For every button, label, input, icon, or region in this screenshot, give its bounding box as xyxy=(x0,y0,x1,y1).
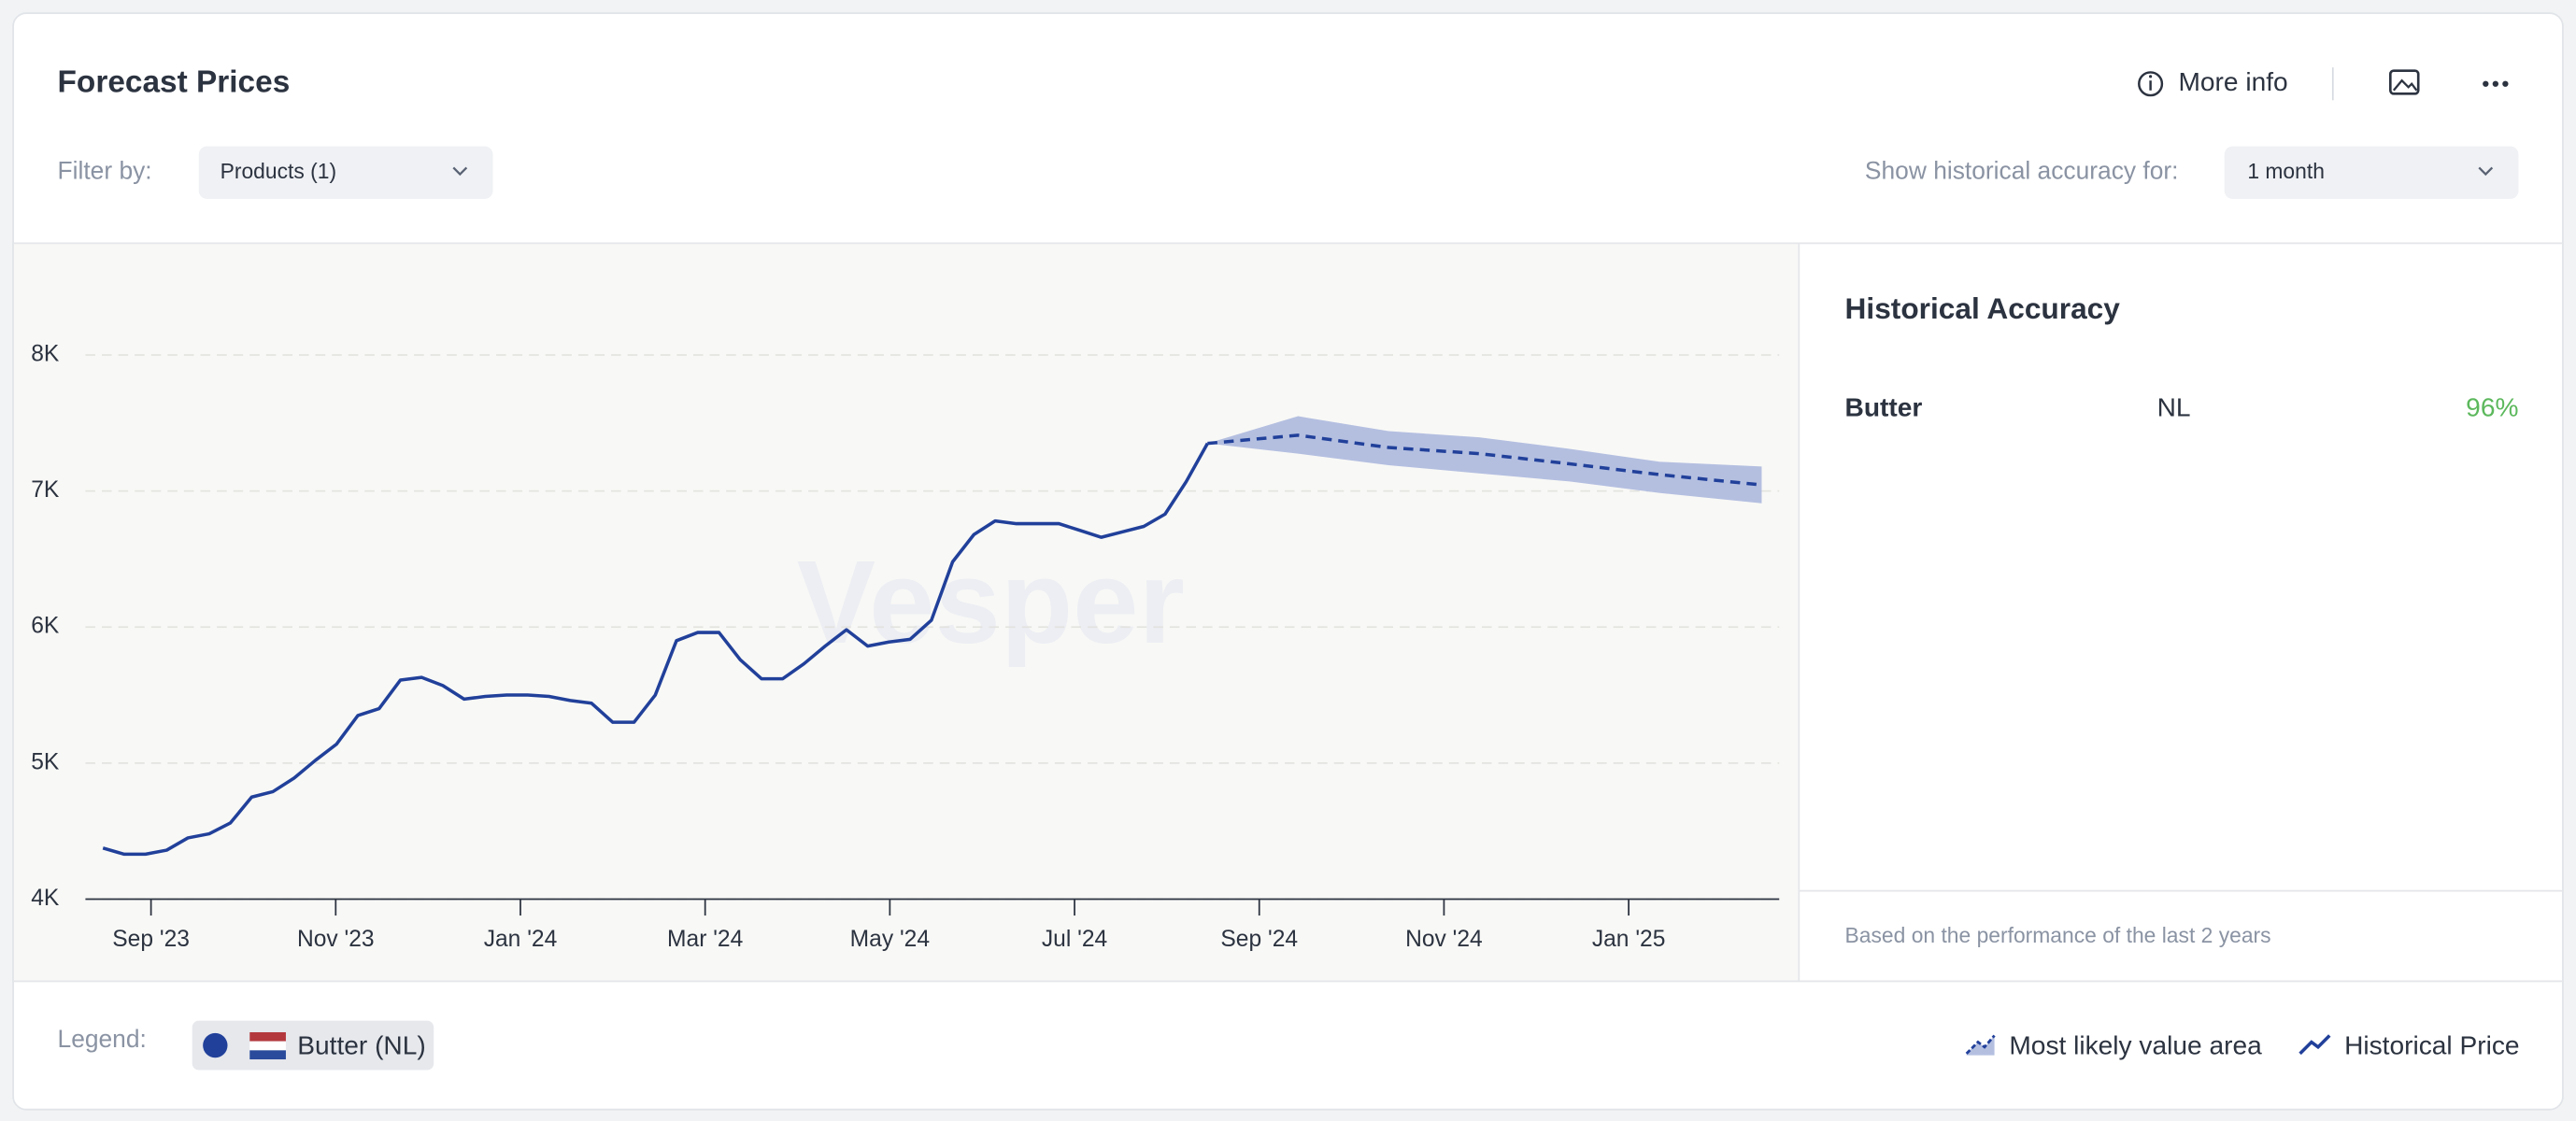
x-tick-label: Jan '25 xyxy=(1592,927,1666,952)
legend-chip[interactable]: Butter (NL) xyxy=(192,1020,434,1071)
series-swatch xyxy=(203,1032,228,1058)
more-options-button[interactable] xyxy=(2483,80,2509,87)
x-tick-label: Nov '23 xyxy=(297,927,375,952)
x-tick-label: Sep '24 xyxy=(1220,927,1298,952)
forecast-line xyxy=(1207,433,1762,487)
image-icon xyxy=(2392,78,2418,92)
dropdown-value: Products (1) xyxy=(221,159,336,183)
flag-stripe xyxy=(249,1050,286,1060)
x-tick-label: Jan '24 xyxy=(484,927,558,952)
x-tick-label: May '24 xyxy=(850,927,930,952)
area-icon xyxy=(1966,1035,1995,1056)
panel-title: Historical Accuracy xyxy=(1845,291,2121,325)
info-icon xyxy=(2149,75,2153,78)
y-tick-label: 8K xyxy=(31,342,60,367)
export-image-button[interactable] xyxy=(2388,69,2420,95)
series-line xyxy=(102,442,1209,857)
dropdown-box xyxy=(198,146,493,199)
accuracy-value: 96% xyxy=(2466,393,2518,422)
accuracy-dropdown[interactable]: 1 month xyxy=(2224,146,2519,199)
line-icon xyxy=(2298,1034,2331,1056)
flag-stripe xyxy=(249,1031,286,1042)
dropdown-value: 1 month xyxy=(2247,159,2325,183)
chart-background xyxy=(13,243,1799,982)
line-legend-label: Historical Price xyxy=(2344,1030,2519,1059)
forecast-band xyxy=(1207,416,1762,504)
filter-label: Filter by: xyxy=(58,157,152,185)
chevron-icon xyxy=(452,166,468,177)
x-tick-label: Jul '24 xyxy=(1042,927,1107,952)
x-tick-label: Sep '23 xyxy=(112,927,190,952)
watermark: Vesper xyxy=(797,535,1185,668)
band-legend-label: Most likely value area xyxy=(2009,1030,2262,1059)
legend-series-name: Butter (NL) xyxy=(297,1030,425,1059)
dot-icon xyxy=(2502,80,2509,87)
image-icon xyxy=(2388,69,2420,95)
y-tick-label: 5K xyxy=(31,749,60,774)
area-icon xyxy=(1965,1034,1996,1055)
dot-icon xyxy=(2492,80,2499,87)
panel-note: Based on the performance of the last 2 y… xyxy=(1845,923,2271,947)
y-tick-label: 6K xyxy=(31,614,60,639)
y-tick-label: 7K xyxy=(31,477,60,503)
x-tick-label: Mar '24 xyxy=(667,927,743,952)
flag-stripe xyxy=(249,1041,286,1051)
more-info-label: More info xyxy=(2178,67,2287,96)
card-title: Forecast Prices xyxy=(58,65,291,100)
dot-icon xyxy=(2483,80,2489,87)
more-info-button[interactable]: More info xyxy=(2138,67,2288,97)
plot: 4K 5K 6K 7K 8K Sep '23 Nov '23 Jan '24 Mar '24 Ma… xyxy=(31,342,1780,952)
accuracy-region: NL xyxy=(2157,393,2191,422)
chevron-icon xyxy=(2478,166,2494,177)
product-dropdown[interactable]: Products (1) xyxy=(198,146,493,199)
x-tick-label: Nov '24 xyxy=(1405,927,1483,952)
accuracy-product: Butter xyxy=(1845,393,1923,422)
info-icon xyxy=(2138,71,2164,97)
dropdown-box xyxy=(2224,146,2519,199)
y-tick-label: 4K xyxy=(31,886,60,911)
accuracy-label: Show historical accuracy for: xyxy=(1865,157,2179,185)
legend-label: Legend: xyxy=(58,1025,147,1053)
